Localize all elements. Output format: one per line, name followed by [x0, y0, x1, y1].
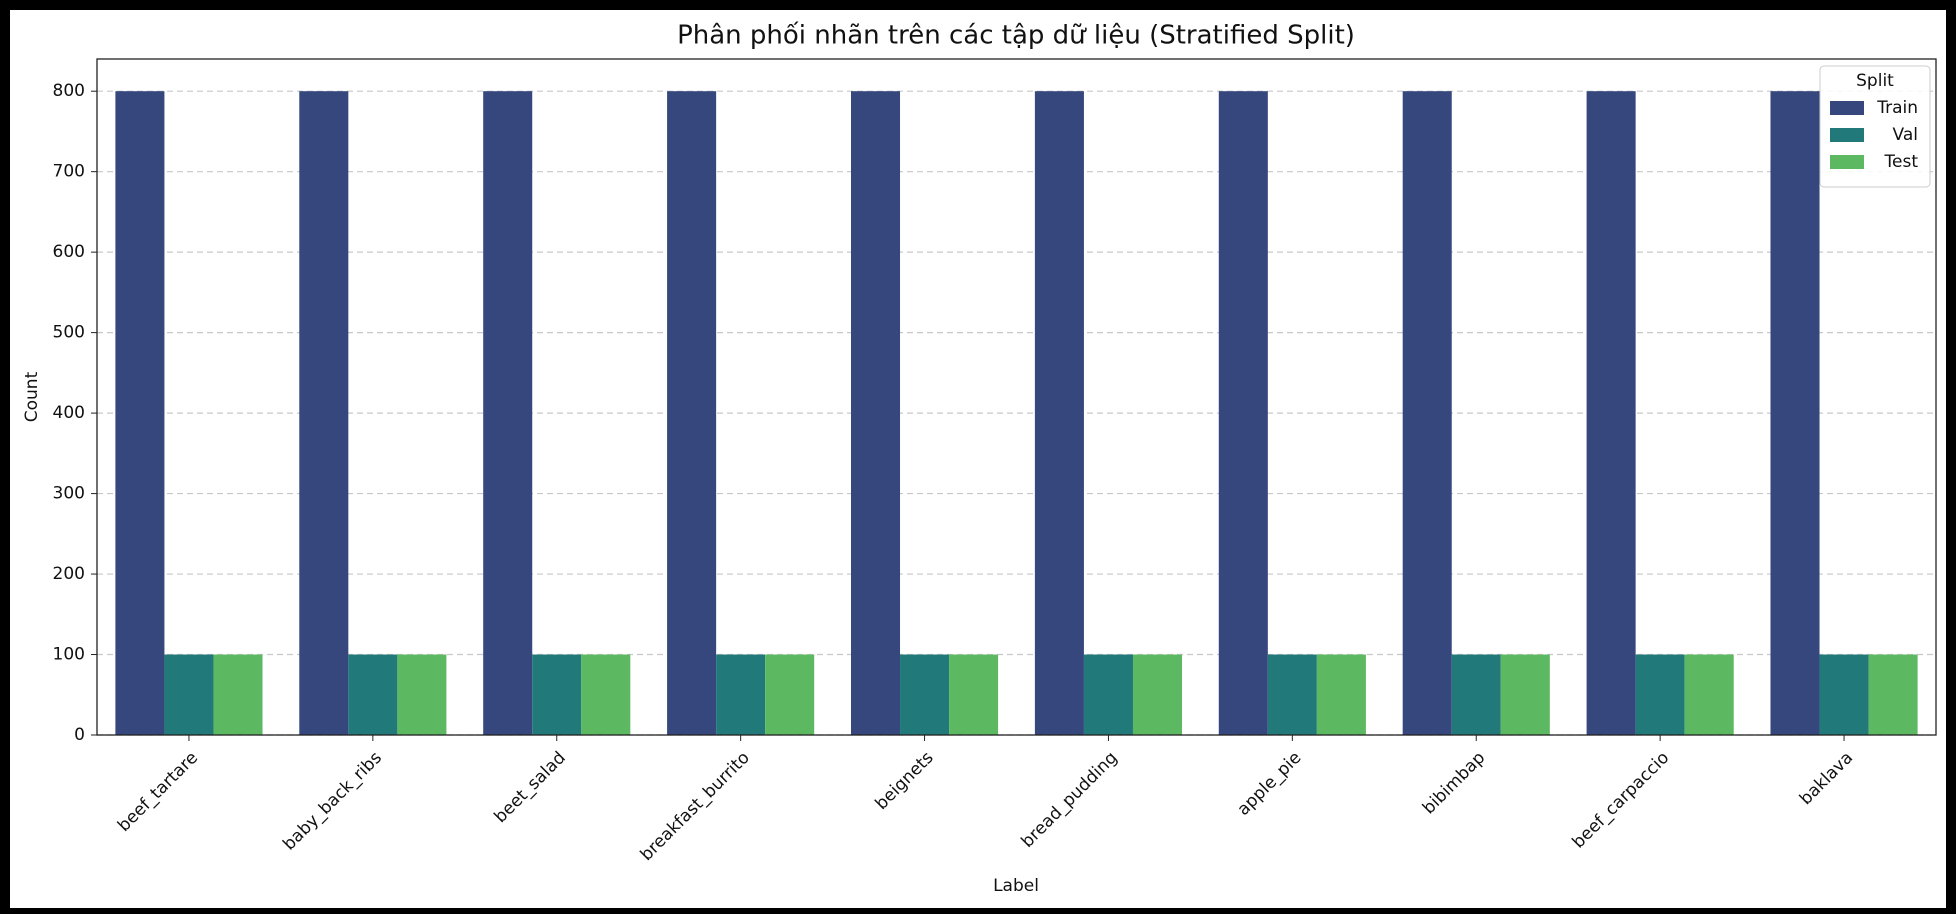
plot-frame — [96, 58, 1937, 736]
legend-title: Split — [1856, 71, 1894, 91]
bar — [667, 91, 717, 735]
bar — [299, 91, 349, 735]
bar — [1770, 91, 1820, 735]
bar — [765, 654, 815, 735]
legend-label: Test — [1884, 152, 1919, 172]
bar — [900, 654, 950, 735]
bar — [1868, 654, 1918, 735]
y-tick-label: 600 — [53, 242, 85, 262]
bar — [949, 654, 999, 735]
bar — [1586, 91, 1636, 735]
bar — [532, 654, 582, 735]
bar — [1684, 654, 1734, 735]
bar — [115, 91, 165, 735]
bar — [1819, 654, 1869, 735]
legend-label: Val — [1893, 125, 1918, 145]
legend-swatch — [1830, 128, 1864, 142]
bar — [348, 654, 398, 735]
bar — [1132, 654, 1183, 735]
bar — [1218, 91, 1268, 735]
bar — [164, 654, 214, 735]
y-tick-label: 800 — [53, 81, 85, 101]
bar — [483, 91, 533, 735]
chart-title: Phân phối nhãn trên các tập dữ liệu (Str… — [677, 21, 1355, 51]
bar-layer — [115, 91, 1918, 735]
legend-label: Train — [1876, 98, 1918, 118]
y-tick-label: 0 — [74, 725, 85, 745]
legend-swatch — [1830, 101, 1864, 115]
bar — [1267, 654, 1317, 735]
y-axis-label: Count — [22, 371, 42, 422]
bar — [716, 654, 766, 735]
y-tick-label: 100 — [53, 645, 85, 665]
bar — [1402, 91, 1452, 735]
legend-swatch — [1830, 155, 1864, 169]
bar — [581, 654, 631, 735]
bar — [213, 654, 263, 735]
bar — [397, 654, 447, 735]
y-tick-label: 300 — [53, 484, 85, 504]
bar — [850, 91, 901, 735]
y-tick-label: 200 — [53, 564, 85, 584]
bar — [1034, 91, 1084, 735]
bar — [1316, 654, 1366, 735]
y-tick-label: 700 — [53, 162, 85, 182]
x-axis-label: Label — [993, 876, 1039, 896]
bar — [1635, 654, 1685, 735]
y-tick-label: 400 — [53, 403, 85, 423]
bar — [1083, 654, 1133, 735]
y-tick-label: 500 — [53, 323, 85, 343]
bar — [1500, 654, 1550, 735]
bar — [1451, 654, 1501, 735]
